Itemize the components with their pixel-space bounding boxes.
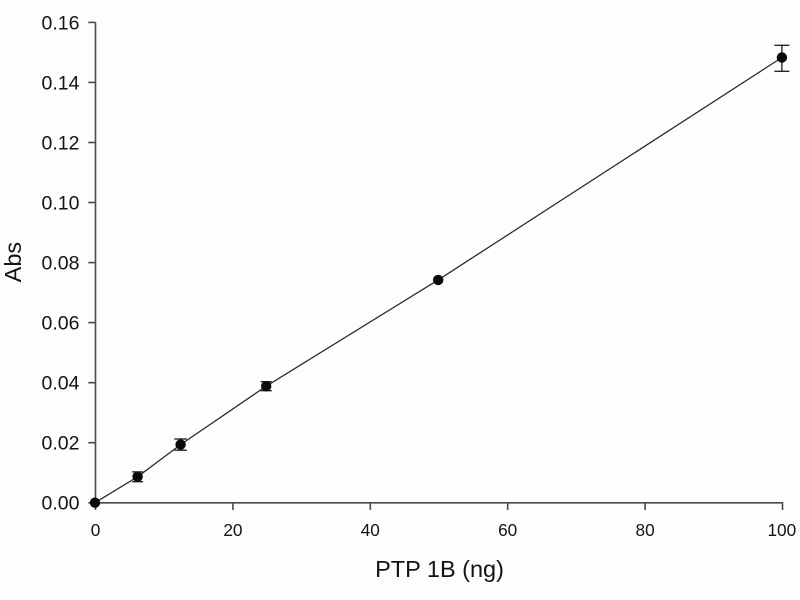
svg-text:0.00: 0.00	[42, 493, 80, 515]
svg-text:20: 20	[223, 520, 242, 540]
svg-text:60: 60	[498, 520, 517, 540]
svg-text:0.10: 0.10	[42, 192, 80, 214]
svg-text:0.14: 0.14	[42, 72, 80, 94]
svg-text:Abs: Abs	[0, 242, 26, 283]
svg-text:PTP 1B (ng): PTP 1B (ng)	[375, 556, 504, 582]
svg-text:40: 40	[361, 520, 380, 540]
svg-text:0.06: 0.06	[42, 313, 80, 335]
svg-text:0.02: 0.02	[42, 433, 80, 455]
svg-text:80: 80	[636, 520, 655, 540]
svg-text:0.08: 0.08	[42, 253, 80, 275]
svg-text:0.04: 0.04	[42, 373, 80, 395]
svg-text:0.12: 0.12	[42, 132, 80, 154]
svg-text:0: 0	[91, 520, 101, 540]
svg-text:0.16: 0.16	[42, 12, 80, 34]
svg-text:100: 100	[767, 520, 796, 540]
